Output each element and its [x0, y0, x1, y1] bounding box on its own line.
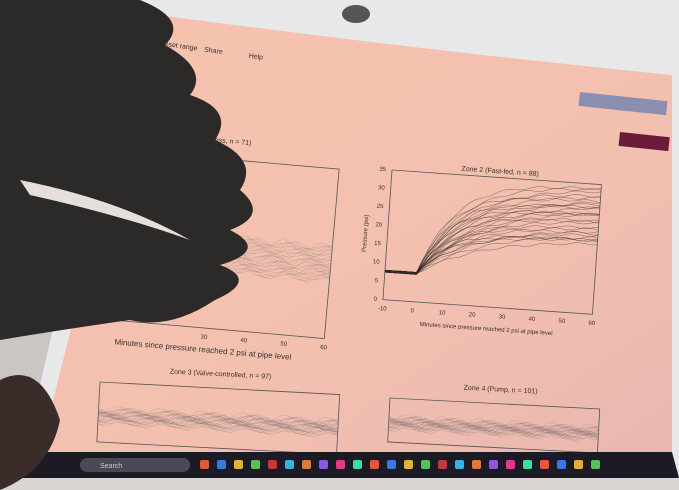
taskbar-icon[interactable]: [489, 460, 498, 469]
y-tick-label: 15: [374, 241, 382, 247]
x-tick-label: 10: [439, 310, 447, 316]
taskbar-icon[interactable]: [574, 460, 583, 469]
taskbar-icon[interactable]: [336, 460, 345, 469]
search-box[interactable]: [80, 458, 190, 472]
taskbar-icon[interactable]: [540, 460, 549, 469]
x-tick-label: 20: [468, 312, 476, 318]
taskbar-icon[interactable]: [234, 460, 243, 469]
x-tick-label: 40: [528, 316, 536, 322]
taskbar-icon[interactable]: [200, 460, 209, 469]
taskbar-icon[interactable]: [251, 460, 260, 469]
y-tick-label: 20: [375, 222, 383, 228]
taskbar-icon[interactable]: [302, 460, 311, 469]
taskbar-icon[interactable]: [455, 460, 464, 469]
taskbar-icon[interactable]: [387, 460, 396, 469]
taskbar-icon[interactable]: [557, 460, 566, 469]
x-tick-label: 30: [498, 314, 506, 320]
x-tick-label: 50: [280, 341, 288, 348]
x-tick-label: 60: [320, 345, 328, 352]
taskbar-icon[interactable]: [591, 460, 600, 469]
taskbar-icon[interactable]: [421, 460, 430, 469]
taskbar-icon[interactable]: [438, 460, 447, 469]
photo: Reset rangeShareHelp ness, n = 71)304050…: [0, 0, 679, 490]
y-tick-label: 25: [377, 204, 385, 210]
taskbar-icon[interactable]: [268, 460, 277, 469]
x-tick-label: 30: [200, 334, 208, 341]
taskbar-icon[interactable]: [285, 460, 294, 469]
taskbar-icon[interactable]: [319, 460, 328, 469]
x-tick-label: 40: [240, 338, 248, 345]
search-label: Search: [100, 463, 122, 470]
taskbar-icon[interactable]: [370, 460, 379, 469]
x-tick-label: 60: [588, 321, 596, 327]
x-tick-label: 50: [558, 319, 566, 325]
y-tick-label: 30: [378, 185, 386, 191]
taskbar-icon[interactable]: [353, 460, 362, 469]
taskbar-icon[interactable]: [217, 460, 226, 469]
x-tick-label: -10: [378, 306, 388, 313]
taskbar-icon[interactable]: [506, 460, 515, 469]
y-tick-label: 35: [379, 167, 387, 173]
taskbar-icon[interactable]: [404, 460, 413, 469]
webcam: [342, 5, 370, 23]
taskbar-icon[interactable]: [523, 460, 532, 469]
taskbar-icon[interactable]: [472, 460, 481, 469]
y-tick-label: 10: [373, 259, 381, 265]
